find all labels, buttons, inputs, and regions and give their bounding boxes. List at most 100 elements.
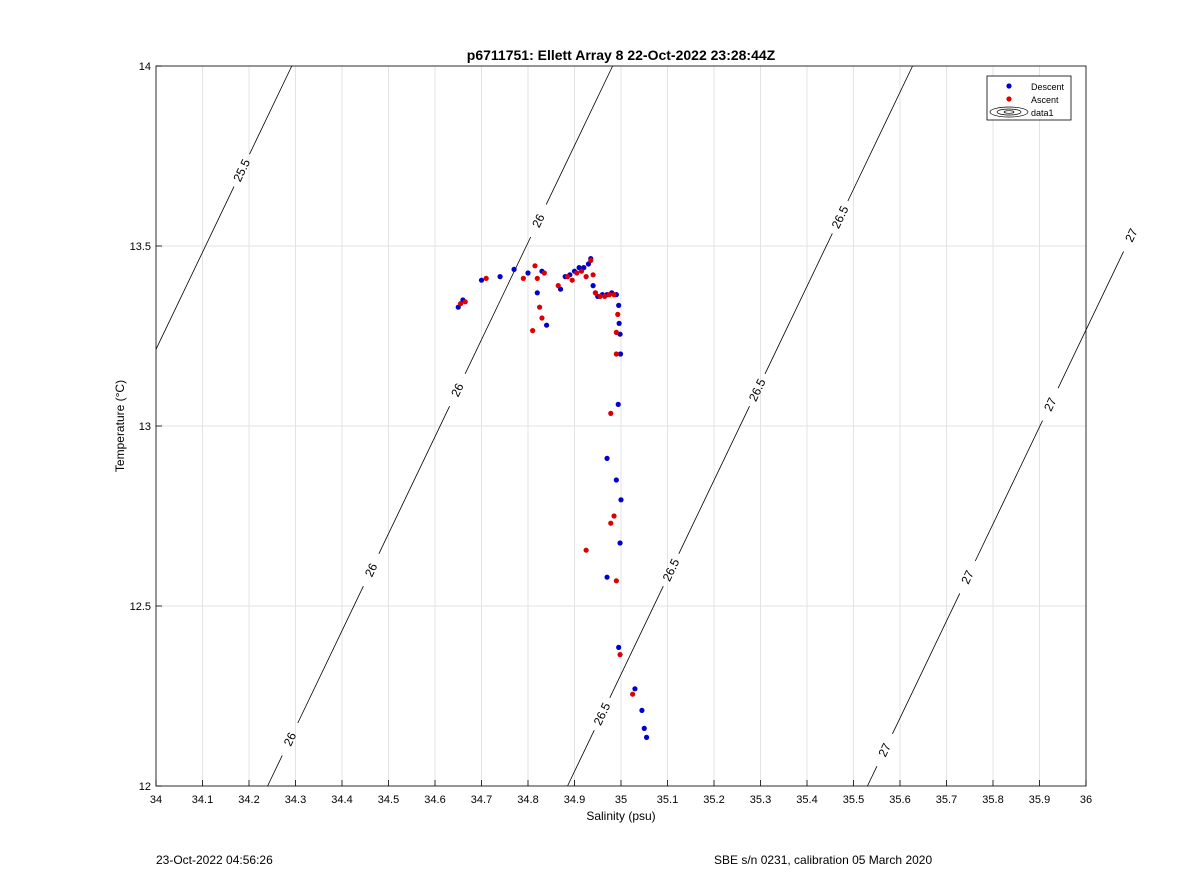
x-tick-label: 35.2 — [703, 794, 724, 806]
ascent-point — [555, 283, 561, 289]
x-tick-label: 35.3 — [750, 794, 771, 806]
isopycnal-label: 26.5 — [591, 700, 614, 727]
descent-point — [616, 320, 622, 326]
ascent-point — [583, 547, 589, 553]
ascent-point — [532, 263, 538, 269]
isopycnal-line-26.5 — [847, 65, 913, 202]
descent-point — [632, 686, 638, 692]
x-tick-label: 35.5 — [843, 794, 864, 806]
chart-title: p6711751: Ellett Array 8 22-Oct-2022 23:… — [467, 47, 776, 63]
x-tick-label: 34.3 — [285, 794, 306, 806]
ascent-point — [520, 275, 526, 281]
y-tick-label: 13.5 — [130, 241, 151, 253]
descent-point — [617, 540, 623, 546]
x-tick-label: 34.1 — [192, 794, 213, 806]
ascent-point — [602, 293, 608, 299]
x-tick-label: 34 — [150, 794, 162, 806]
isopycnal-line-26.5 — [678, 406, 750, 554]
isopycnal-line-26.5 — [567, 730, 595, 787]
isopycnal-label: 26.5 — [746, 376, 769, 403]
ascent-point — [583, 274, 589, 280]
x-tick-label: 35.9 — [1029, 794, 1050, 806]
legend-label: data1 — [1031, 108, 1054, 118]
x-axis-ticks: 34 34.1 34.2 34.3 34.4 34.5 34.6 34.7 34.8 34.9 35… — [150, 780, 1092, 806]
isopycnal-label: 26.5 — [829, 203, 852, 230]
ascent-point — [592, 290, 599, 296]
y-tick-label: 13 — [139, 421, 151, 433]
x-tick-label: 35.4 — [796, 794, 817, 806]
descent-point — [511, 266, 517, 272]
isopycnal-label: 27 — [876, 741, 895, 759]
ascent-point — [534, 275, 540, 281]
isopycnal-line-25.5 — [249, 65, 293, 155]
ascent-point — [608, 410, 614, 416]
descent-point — [604, 455, 610, 461]
isopycnal-label: 27 — [1122, 226, 1141, 244]
isopycnal-line-27 — [867, 766, 878, 787]
ascent-point — [597, 293, 603, 299]
ascent-point — [483, 275, 489, 281]
x-tick-label: 35.8 — [982, 794, 1003, 806]
isopycnal-label: 26 — [281, 730, 300, 748]
ascent-point — [613, 329, 619, 335]
isopycnal-line-26 — [267, 755, 283, 787]
descent-point — [639, 707, 645, 714]
descent-point — [641, 725, 647, 732]
footer-calibration: SBE s/n 0231, calibration 05 March 2020 — [714, 853, 933, 867]
ascent-point — [613, 351, 619, 357]
footer-timestamp: 23-Oct-2022 04:56:26 — [156, 853, 273, 867]
descent-point — [525, 270, 531, 276]
y-tick-label: 12.5 — [130, 601, 151, 613]
ascent-point — [539, 315, 545, 321]
ascent-point — [617, 652, 623, 658]
legend-contour-icon-core — [1003, 110, 1015, 114]
ascent-point — [613, 578, 619, 584]
ascent-point — [537, 304, 543, 310]
isopycnal-line-27 — [1057, 251, 1124, 389]
descent-point — [616, 302, 622, 308]
ascent-point — [462, 299, 468, 305]
isopycnal-label: 26 — [448, 381, 467, 399]
isopycnal-label: 26.5 — [660, 556, 683, 583]
y-axis-label: Temperature (°C) — [113, 380, 127, 472]
x-tick-label: 35 — [615, 794, 627, 806]
isopycnal-line-26.5 — [609, 586, 664, 698]
ascent-point — [608, 520, 614, 526]
descent-point — [613, 477, 619, 483]
legend-label: Ascent — [1031, 95, 1059, 105]
descent-point — [604, 574, 610, 580]
ascent-point — [530, 328, 536, 334]
isopycnal-line-27 — [974, 420, 1043, 562]
descent-point — [643, 734, 650, 741]
isopycnal-line-25.5 — [155, 186, 235, 350]
isopycnal-line-26 — [545, 65, 613, 205]
y-axis-ticks: 12 12.5 13 13.5 14 — [130, 61, 162, 793]
isopycnal-label: 27 — [958, 568, 977, 586]
ascent-point — [615, 311, 621, 317]
series-descent — [455, 256, 650, 741]
grid-lines — [155, 65, 1087, 787]
x-tick-label: 36 — [1080, 794, 1092, 806]
legend-contour-icon-inner — [996, 108, 1022, 116]
ascent-point — [590, 272, 596, 278]
x-tick-label: 34.8 — [517, 794, 538, 806]
legend: Descent Ascent data1 — [986, 75, 1072, 121]
x-tick-label: 35.1 — [657, 794, 678, 806]
descent-point — [615, 401, 621, 407]
x-tick-label: 34.5 — [378, 794, 399, 806]
ascent-point — [611, 292, 617, 298]
x-tick-label: 34.2 — [238, 794, 259, 806]
isopycnal-line-26 — [378, 406, 450, 554]
y-tick-label: 14 — [139, 61, 151, 73]
legend-marker-descent — [1006, 83, 1012, 89]
x-tick-label: 34.6 — [424, 794, 445, 806]
descent-point — [534, 290, 540, 296]
x-axis-label: Salinity (psu) — [586, 809, 655, 823]
ascent-point — [630, 691, 636, 697]
x-tick-label: 34.4 — [331, 794, 352, 806]
x-tick-label: 35.7 — [936, 794, 957, 806]
isopycnal-label: 25.5 — [230, 157, 253, 184]
data-points — [455, 256, 650, 741]
legend-contour-icon — [989, 106, 1029, 118]
